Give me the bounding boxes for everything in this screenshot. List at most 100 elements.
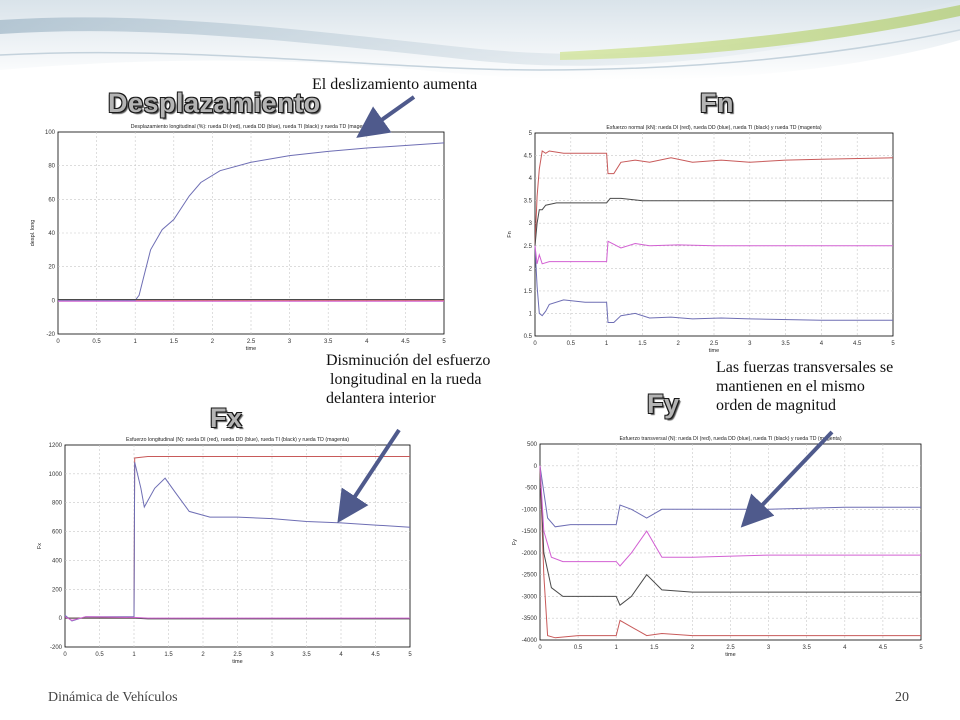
annotation-line: longitudinal en la rueda (326, 371, 482, 388)
chart-fn-svg: 0 0.5 1 1.5 2 2.5 3 3.5 4 4.5 50.511.522.533.544.5… (507, 125, 895, 354)
x-tick-label: 3.5 (803, 645, 812, 651)
y-tick-label: 0 (59, 616, 63, 622)
x-tick-label: 0.5 (574, 645, 583, 651)
x-tick-label: 1.5 (638, 341, 647, 347)
x-tick-label: 2.5 (233, 652, 242, 658)
x-tick-label: 1 (605, 341, 609, 347)
x-tick-label: 3 (748, 341, 752, 347)
x-axis-label: time (232, 659, 242, 665)
x-axis-label: time (725, 652, 735, 658)
x-tick-label: 4.5 (853, 341, 862, 347)
y-axis-label: despl. long (30, 220, 36, 247)
series-line-td (539, 465, 921, 567)
y-tick-label: 80 (48, 164, 55, 170)
x-tick-label: 2 (677, 341, 681, 347)
x-axis-label: time (709, 348, 719, 354)
y-tick-label: 1000 (49, 472, 63, 478)
x-tick-label: 1.5 (650, 645, 659, 651)
y-axis-label: Fy (512, 539, 518, 545)
y-tick-label: -1000 (522, 507, 538, 513)
chart-title: Desplazamiento longitudinal (%): rueda D… (131, 124, 372, 130)
series-line-dd (64, 462, 411, 622)
x-tick-label: 4 (843, 645, 847, 651)
y-tick-label: 600 (52, 530, 63, 536)
chart-title: Esfuerzo transversal (N): rueda DI (red)… (619, 436, 841, 442)
x-tick-label: 0 (538, 645, 542, 651)
y-tick-label: 200 (52, 587, 63, 593)
y-axis-label: Fx (37, 543, 43, 549)
x-tick-label: 0 (533, 341, 537, 347)
y-tick-label: 60 (48, 197, 55, 203)
heading-desplazamiento: Desplazamiento (108, 88, 321, 118)
x-tick-label: 0.5 (567, 341, 576, 347)
x-tick-label: 0.5 (95, 652, 104, 658)
y-tick-label: 40 (48, 231, 55, 237)
series-line-dd (58, 142, 445, 301)
x-tick-label: 3.5 (781, 341, 790, 347)
y-tick-label: 400 (52, 558, 63, 564)
x-tick-label: 3.5 (324, 339, 333, 345)
y-tick-label: -20 (46, 332, 55, 338)
x-tick-label: 4 (339, 652, 343, 658)
x-tick-label: 0 (63, 652, 67, 658)
x-axis-label: time (246, 346, 256, 352)
annotation-desplazamiento: El deslizamiento aumenta (312, 75, 477, 94)
series-line-ti (539, 465, 921, 606)
series-line-di (539, 465, 921, 639)
x-tick-label: 2 (201, 652, 205, 658)
y-tick-label: 1200 (49, 443, 63, 449)
annotation-line: Disminución del esfuerzo (326, 352, 491, 369)
y-tick-label: 4 (529, 176, 533, 182)
y-tick-label: -4000 (522, 638, 538, 644)
chart-desplazamiento-svg: 0 0.5 1 1.5 2 2.5 3 3.5 4 4.5 5-20020406080100Desp… (30, 124, 446, 352)
x-tick-label: 3 (767, 645, 771, 651)
annotation-line: delantera interior (326, 390, 436, 407)
chart-fn: 0 0.5 1 1.5 2 2.5 3 3.5 4 4.5 5 0.5 1 1.5 2 2.5 3 3.5 4 4.5… (497, 112, 909, 358)
y-tick-label: 1.5 (524, 289, 533, 295)
chart-fy-svg: 0 0.5 1 1.5 2 2.5 3 3.5 4 4.5 5 -4000 -3500 -3000 -250… (512, 436, 923, 658)
y-tick-label: 1 (529, 311, 533, 317)
x-tick-label: 1 (132, 652, 136, 658)
series-line-ti (534, 197, 893, 246)
annotation-fx: Disminución del esfuerzo longitudinal en… (326, 351, 490, 408)
x-tick-label: 1 (615, 645, 619, 651)
x-tick-label: 2.5 (726, 645, 735, 651)
y-tick-label: 20 (48, 265, 55, 271)
y-tick-label: 0 (52, 298, 56, 304)
y-tick-label: 500 (527, 442, 538, 448)
y-tick-label: 4.5 (524, 154, 533, 160)
x-tick-label: 1.5 (164, 652, 173, 658)
annotation-line: orden de magnitud (716, 397, 836, 414)
x-tick-label: 2 (691, 645, 695, 651)
annotation-line: mantienen en el mismo (716, 378, 865, 395)
y-tick-label: 0 (534, 464, 538, 470)
x-tick-label: 4 (820, 341, 824, 347)
footer-title: Dinámica de Vehículos (48, 690, 178, 705)
x-tick-label: 4.5 (371, 652, 380, 658)
page-number: 20 (895, 690, 909, 705)
y-tick-label: 100 (45, 130, 56, 136)
x-tick-label: 5 (442, 339, 446, 345)
x-tick-label: 3 (270, 652, 274, 658)
x-tick-label: 1.5 (170, 339, 179, 345)
y-tick-label: 0.5 (524, 334, 533, 340)
y-tick-label: 2.5 (524, 244, 533, 250)
x-tick-label: 4.5 (879, 645, 888, 651)
y-tick-label: -2500 (522, 573, 538, 579)
heading-fx: Fx (210, 403, 243, 433)
x-tick-label: 2.5 (247, 339, 256, 345)
x-tick-label: 0.5 (92, 339, 101, 345)
y-tick-label: 3 (529, 221, 533, 227)
x-tick-label: 3.5 (302, 652, 311, 658)
chart-title: Esfuerzo normal (kN): rueda DI (red), ru… (606, 125, 821, 131)
chart-title: Esfuerzo longitudinal (N): rueda DI (red… (126, 437, 349, 443)
y-tick-label: 3.5 (524, 199, 533, 205)
series-line-td (64, 616, 410, 621)
heading-fy: Fy (647, 389, 680, 419)
y-tick-label: -500 (525, 486, 538, 492)
series-line-dd (534, 245, 893, 323)
series-line-di (534, 150, 894, 246)
x-tick-label: 2 (211, 339, 215, 345)
chart-fx-svg: 0 0.5 1 1.5 2 2.5 3 3.5 4 4.5 5-200020040060080010… (37, 437, 412, 665)
